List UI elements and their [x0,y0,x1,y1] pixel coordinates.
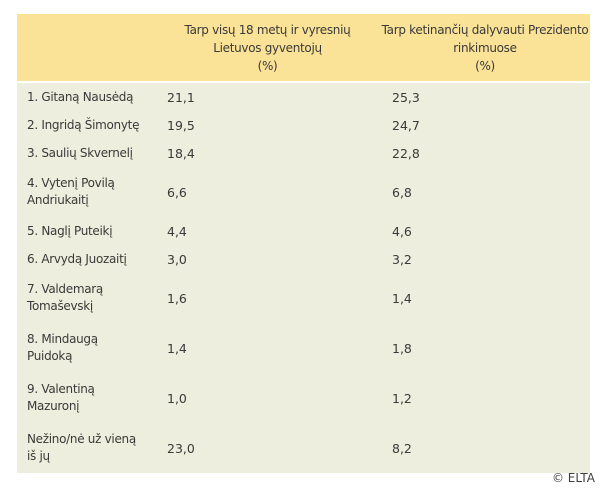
value-all-adults: 18,4 [167,145,195,161]
header-intending-voters: Tarp ketinančių dalyvauti Prezidento rin… [381,23,589,73]
value-all-adults: 1,4 [167,340,187,356]
value-intending-voters: 4,6 [392,223,412,239]
value-all-adults: 19,5 [167,117,195,133]
value-intending-voters: 22,8 [392,145,420,161]
value-all-adults: 4,4 [167,223,187,239]
candidate-name: 1. Gitaną Nausėdą [27,89,134,104]
candidate-name: 9. Valentiną Mazuronį [27,382,95,413]
value-intending-voters: 1,2 [392,390,412,406]
value-intending-voters: 1,8 [392,340,412,356]
table-row: 6. Arvydą Juozaitį 3,0 3,2 [17,245,590,273]
value-all-adults: 1,0 [167,390,187,406]
value-intending-voters: 3,2 [392,251,412,267]
poll-results-table: Tarp visų 18 metų ir vyresnių Lietuvos g… [17,14,590,473]
header-all-adults: Tarp visų 18 metų ir vyresnių Lietuvos g… [184,23,351,73]
value-intending-voters: 8,2 [392,440,412,456]
value-intending-voters: 25,3 [392,89,420,105]
table-row: 2. Ingridą Šimonytę 19,5 24,7 [17,111,590,139]
value-all-adults: 21,1 [167,89,195,105]
value-intending-voters: 24,7 [392,117,420,133]
candidate-name: 8. Mindaugą Puidoką [27,332,98,363]
table-row: Nežino/nė už vieną iš jų 23,0 8,2 [17,423,590,473]
undecided-label: Nežino/nė už vieną iš jų [27,432,136,463]
candidate-name: 4. Vytenį Povilą Andriukaitį [27,176,115,207]
table-row: 8. Mindaugą Puidoką 1,4 1,8 [17,323,590,373]
table-row: 5. Naglį Puteikį 4,4 4,6 [17,217,590,245]
table-row: 7. Valdemarą Tomaševskį 1,6 1,4 [17,273,590,323]
candidate-name: 6. Arvydą Juozaitį [27,251,127,266]
value-intending-voters: 6,8 [392,184,412,200]
table-row: 9. Valentiną Mazuronį 1,0 1,2 [17,373,590,423]
table-row: 1. Gitaną Nausėdą 21,1 25,3 [17,83,590,111]
value-all-adults: 6,6 [167,184,187,200]
value-all-adults: 3,0 [167,251,187,267]
value-intending-voters: 1,4 [392,290,412,306]
candidate-name: 7. Valdemarą Tomaševskį [27,282,103,313]
table-body: 1. Gitaną Nausėdą 21,1 25,3 2. Ingridą Š… [17,83,590,473]
table-header-row: Tarp visų 18 metų ir vyresnių Lietuvos g… [17,14,590,81]
candidate-name: 2. Ingridą Šimonytę [27,117,140,132]
source-credit: © ELTA [551,471,595,485]
table-row: 4. Vytenį Povilą Andriukaitį 6,6 6,8 [17,167,590,217]
candidate-name: 3. Saulių Skvernelį [27,145,133,160]
value-all-adults: 23,0 [167,440,195,456]
table-row: 3. Saulių Skvernelį 18,4 22,8 [17,139,590,167]
candidate-name: 5. Naglį Puteikį [27,223,113,238]
value-all-adults: 1,6 [167,290,187,306]
